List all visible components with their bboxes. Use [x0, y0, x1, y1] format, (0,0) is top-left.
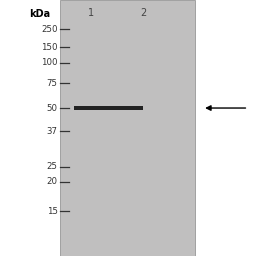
Text: 2: 2: [140, 8, 146, 18]
Text: kDa: kDa: [29, 9, 50, 19]
Text: 100: 100: [41, 58, 58, 67]
Bar: [60, 0, 195, 256]
Bar: [74, 106, 143, 110]
Text: 250: 250: [41, 25, 58, 34]
Text: 15: 15: [47, 207, 58, 216]
Text: 1: 1: [88, 8, 94, 18]
Text: 25: 25: [47, 162, 58, 172]
Text: 150: 150: [41, 43, 58, 52]
Text: 37: 37: [47, 126, 58, 136]
Text: 50: 50: [47, 103, 58, 113]
Text: 20: 20: [47, 177, 58, 186]
Text: 75: 75: [47, 79, 58, 88]
